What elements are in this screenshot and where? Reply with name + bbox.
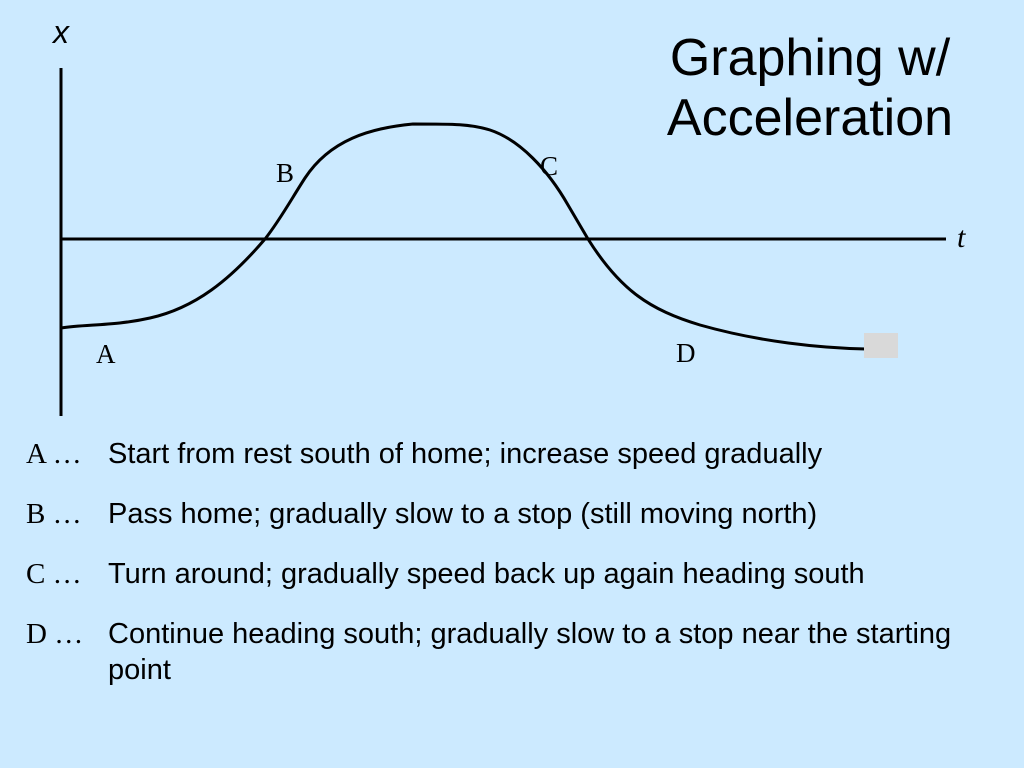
note-c-prefix: C … — [26, 556, 82, 592]
title-line-1: Graphing w/ — [669, 29, 951, 87]
point-label-d: D — [676, 338, 696, 368]
note-d: D … Continue heading south; gradually sl… — [26, 616, 1016, 688]
note-d-prefix: D … — [26, 616, 83, 652]
note-c-text: Turn around; gradually speed back up aga… — [108, 558, 865, 590]
note-d-letter: D — [26, 618, 47, 650]
point-label-a: A — [96, 339, 116, 369]
note-a-ellipsis: … — [52, 438, 82, 470]
note-b-prefix: B … — [26, 496, 82, 532]
t-axis-label: t — [957, 221, 966, 254]
note-c-ellipsis: … — [52, 558, 82, 590]
x-axis-label: x — [51, 14, 70, 50]
point-label-c: C — [540, 151, 558, 181]
note-b-letter: B — [26, 498, 46, 530]
point-label-b: B — [276, 158, 294, 188]
note-a-text: Start from rest south of home; increase … — [108, 438, 823, 470]
note-b: B … Pass home; gradually slow to a stop … — [26, 496, 1016, 532]
note-a: A … Start from rest south of home; incre… — [26, 436, 1016, 472]
end-marker — [864, 333, 898, 358]
note-b-ellipsis: … — [52, 498, 82, 530]
position-curve — [60, 122, 867, 351]
note-d-text: Continue heading south; gradually slow t… — [108, 618, 952, 686]
slide-title: Graphing w/ Acceleration — [630, 28, 990, 148]
position-time-graph: x t A B C D — [51, 14, 966, 416]
note-d-ellipsis: … — [54, 618, 84, 650]
title-line-2: Acceleration — [666, 89, 954, 147]
note-b-text: Pass home; gradually slow to a stop (sti… — [108, 498, 818, 530]
note-a-letter: A — [26, 438, 46, 470]
note-c-letter: C — [26, 558, 46, 590]
phase-descriptions: A … Start from rest south of home; incre… — [26, 436, 1016, 712]
note-c: C … Turn around; gradually speed back up… — [26, 556, 1016, 592]
note-a-prefix: A … — [26, 436, 82, 472]
